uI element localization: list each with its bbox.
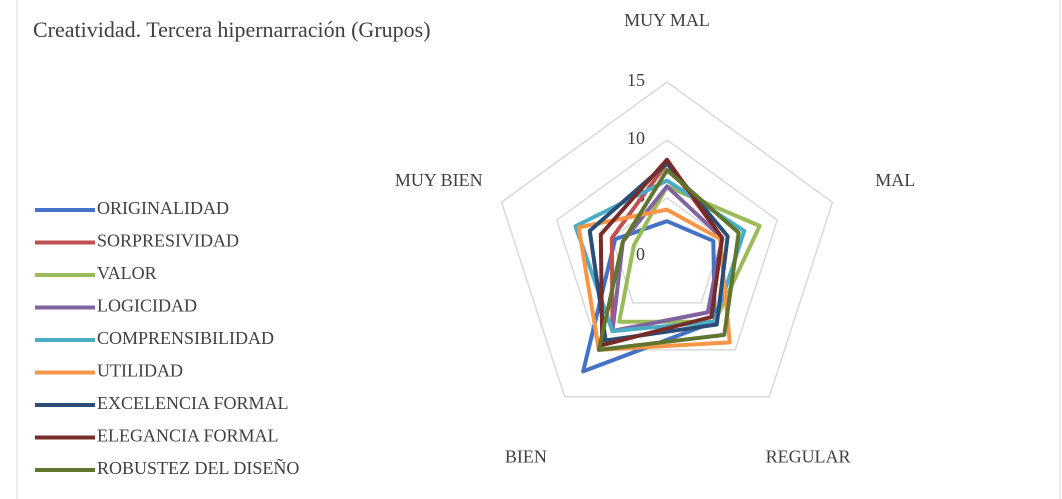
series-line <box>587 161 730 343</box>
category-label: MUY BIEN <box>395 170 483 190</box>
category-label: BIEN <box>505 446 547 466</box>
tick-label: 10 <box>627 128 645 148</box>
legend-label: LOGICIDAD <box>97 296 197 316</box>
tick-label: 0 <box>636 244 645 264</box>
legend-label: ELEGANCIA FORMAL <box>97 426 279 446</box>
legend-label: ORIGINALIDAD <box>97 198 229 218</box>
legend-label: UTILIDAD <box>97 361 183 381</box>
series-line <box>576 207 732 352</box>
series-line <box>573 178 747 334</box>
legend-label: EXCELENCIA FORMAL <box>97 393 289 413</box>
grid-line <box>555 139 779 351</box>
legend-label: ROBUSTEZ DEL DISEÑO <box>97 457 299 478</box>
tick-label: 15 <box>627 70 645 90</box>
legend-label: COMPRENSIBILIDAD <box>97 328 274 348</box>
chart-title: Creatividad. Tercera hipernarración (Gru… <box>33 17 431 42</box>
category-label: MUY MAL <box>624 10 710 30</box>
category-label: REGULAR <box>766 446 851 466</box>
grid-line <box>500 81 834 398</box>
legend-label: VALOR <box>97 263 157 283</box>
category-label: MAL <box>875 170 915 190</box>
series-line <box>598 157 725 348</box>
series-line <box>596 168 741 352</box>
legend-label: SORPRESIVIDAD <box>97 231 239 251</box>
